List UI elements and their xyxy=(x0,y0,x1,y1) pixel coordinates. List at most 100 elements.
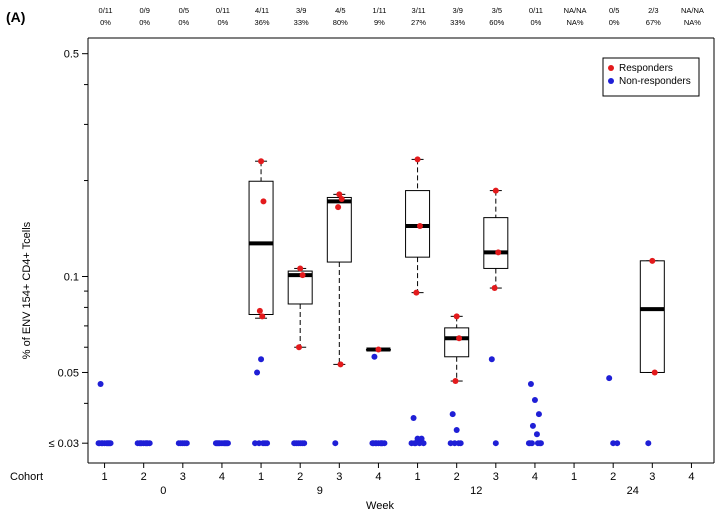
x-axis-label: Week xyxy=(366,500,394,512)
response-percent: 67% xyxy=(646,18,661,27)
x-row-label: Cohort xyxy=(10,471,43,483)
nonresponder-point xyxy=(181,440,188,447)
y-tick-label: ≤ 0.03 xyxy=(48,438,79,450)
responder-point xyxy=(337,361,344,368)
data-points xyxy=(95,156,658,447)
axes: 0.5 0.1 0.05 ≤ 0.03 % of ENV 154+ CD4+ Tcell… xyxy=(10,37,715,512)
response-count: 0/5 xyxy=(609,6,619,15)
response-count: 0/11 xyxy=(216,6,230,15)
box-iqr xyxy=(248,180,274,316)
nonresponder-point xyxy=(645,440,652,447)
nonresponder-point xyxy=(420,440,427,447)
response-count: 4/5 xyxy=(335,6,345,15)
y-axis-label: % of ENV 154+ CD4+ Tcells xyxy=(21,221,33,359)
cohort-tick-label: 1 xyxy=(102,471,108,483)
responder-point xyxy=(649,257,656,264)
response-count: 1/11 xyxy=(372,6,386,15)
responder-point xyxy=(491,285,498,292)
responder-point xyxy=(413,289,420,296)
cohort-tick-label: 4 xyxy=(219,471,225,483)
response-percent: 33% xyxy=(294,18,309,27)
nonresponder-point xyxy=(254,369,261,376)
nonresponder-point xyxy=(137,440,144,447)
nonresponder-point xyxy=(418,435,425,442)
response-percent: 0% xyxy=(609,18,620,27)
nonresponder-point xyxy=(213,440,220,447)
nonresponder-point xyxy=(378,440,385,447)
nonresponder-point xyxy=(449,411,456,418)
legend-box xyxy=(602,57,700,97)
nonresponder-point xyxy=(531,396,538,403)
box-iqr xyxy=(405,190,431,258)
responder-point xyxy=(295,344,302,351)
response-percent: 33% xyxy=(450,18,465,27)
week-label: 24 xyxy=(627,485,639,497)
cohort-tick-label: 1 xyxy=(415,471,421,483)
cohort-tick-label: 2 xyxy=(610,471,616,483)
response-count: 4/11 xyxy=(255,6,269,15)
responder-point xyxy=(338,196,345,203)
nonresponder-point xyxy=(614,440,621,447)
responder-point xyxy=(651,369,658,376)
cohort-tick-label: 4 xyxy=(532,471,538,483)
week-label: 9 xyxy=(317,485,323,497)
response-count: 3/5 xyxy=(492,6,502,15)
nonresponder-point xyxy=(106,440,113,447)
cohort-tick-label: 3 xyxy=(649,471,655,483)
responder-point xyxy=(495,249,502,256)
response-percent: 80% xyxy=(333,18,348,27)
responder-point xyxy=(452,378,459,385)
cohort-tick-label: 3 xyxy=(336,471,342,483)
legend-marker xyxy=(608,78,614,84)
nonresponder-point xyxy=(97,381,104,388)
responder-point xyxy=(453,313,460,320)
nonresponder-point xyxy=(264,440,271,447)
boxplots xyxy=(248,158,665,382)
response-percent: NA% xyxy=(567,18,584,27)
cohort-tick-label: 4 xyxy=(375,471,381,483)
response-percent: NA% xyxy=(684,18,701,27)
response-percent: 0% xyxy=(178,18,189,27)
nonresponder-point xyxy=(370,440,377,447)
responder-point xyxy=(414,156,421,163)
nonresponder-point xyxy=(299,440,306,447)
response-percent: 0% xyxy=(100,18,111,27)
cohort-tick-label: 3 xyxy=(180,471,186,483)
response-count: 3/9 xyxy=(452,6,462,15)
nonresponder-point xyxy=(411,440,418,447)
responder-point xyxy=(299,272,306,279)
nonresponder-point xyxy=(455,440,462,447)
week-label: 12 xyxy=(470,485,482,497)
panel-label: (A) xyxy=(6,9,25,25)
cohort-tick-label: 1 xyxy=(571,471,577,483)
cohort-tick-label: 2 xyxy=(454,471,460,483)
nonresponder-point xyxy=(143,440,150,447)
response-percent: 36% xyxy=(255,18,270,27)
nonresponder-point xyxy=(291,440,298,447)
nonresponder-point xyxy=(447,440,454,447)
nonresponder-point xyxy=(535,411,542,418)
response-count: 3/11 xyxy=(412,6,426,15)
cohort-tick-label: 2 xyxy=(141,471,147,483)
nonresponder-point xyxy=(492,440,499,447)
cohort-tick-label: 2 xyxy=(297,471,303,483)
nonresponder-point xyxy=(453,426,460,433)
legend-label: Responders xyxy=(619,63,673,74)
responder-point xyxy=(416,223,423,230)
nonresponder-point xyxy=(527,381,534,388)
response-count: 2/3 xyxy=(648,6,658,15)
nonresponder-point xyxy=(526,440,533,447)
responder-point xyxy=(335,204,342,211)
nonresponder-point xyxy=(606,375,613,382)
y-tick-label: 0.05 xyxy=(58,367,79,379)
response-count: 0/11 xyxy=(99,6,113,15)
responder-point xyxy=(259,313,266,320)
nonresponder-point xyxy=(529,422,536,429)
responder-point xyxy=(297,265,304,272)
box-iqr xyxy=(639,260,665,373)
response-percent: 9% xyxy=(374,18,385,27)
response-percent: 27% xyxy=(411,18,426,27)
responder-point xyxy=(492,187,499,194)
response-count: 3/9 xyxy=(296,6,306,15)
